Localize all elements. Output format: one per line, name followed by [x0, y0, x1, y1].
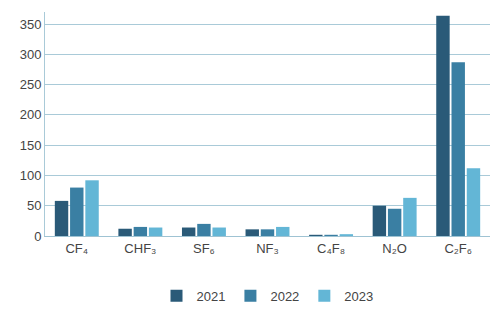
svg-text:100: 100 [20, 168, 42, 183]
svg-text:C₂F₆: C₂F₆ [444, 241, 472, 256]
svg-text:NF₃: NF₃ [256, 241, 279, 256]
svg-text:N₂O: N₂O [382, 241, 407, 256]
svg-text:CF₄: CF₄ [65, 241, 88, 256]
svg-text:SF₆: SF₆ [193, 241, 215, 256]
svg-text:350: 350 [20, 17, 42, 32]
svg-text:0: 0 [34, 229, 41, 244]
svg-text:200: 200 [20, 107, 42, 122]
svg-text:2021: 2021 [197, 289, 226, 304]
svg-text:300: 300 [20, 47, 42, 62]
svg-text:CHF₃: CHF₃ [124, 241, 156, 256]
svg-text:250: 250 [20, 77, 42, 92]
svg-text:50: 50 [27, 198, 41, 213]
svg-text:150: 150 [20, 138, 42, 153]
svg-text:C₄F₈: C₄F₈ [317, 241, 345, 256]
svg-text:2023: 2023 [344, 289, 373, 304]
svg-text:2022: 2022 [270, 289, 299, 304]
